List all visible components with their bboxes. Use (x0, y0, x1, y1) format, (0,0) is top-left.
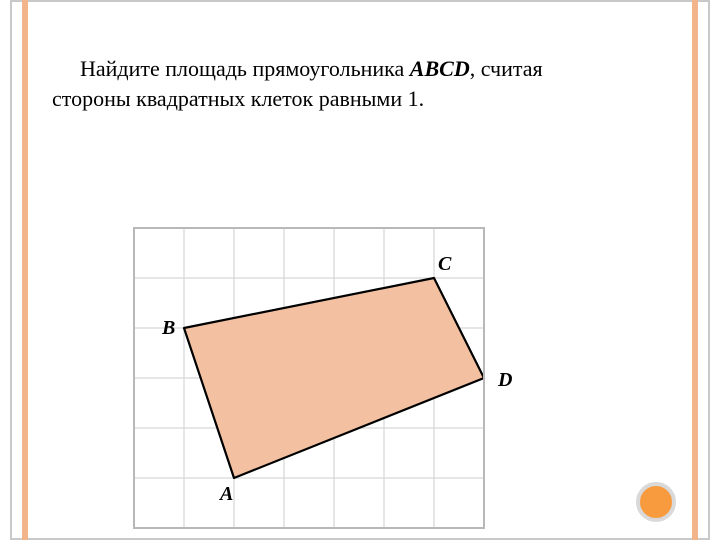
geometry-figure: A B C D (104, 198, 514, 540)
vertex-label-d: D (497, 369, 512, 391)
grid-svg: A B C D (104, 198, 514, 540)
text-part1: Найдите площадь прямоугольника (80, 56, 410, 81)
vertex-label-b: B (161, 317, 175, 339)
vertex-label-c: C (438, 253, 452, 275)
problem-text: Найдите площадь прямоугольника ABCD, счи… (52, 54, 668, 113)
corner-dot-icon (636, 482, 676, 522)
text-part2: , считая (470, 56, 543, 81)
content-area: Найдите площадь прямоугольника ABCD, счи… (52, 54, 668, 113)
text-line2: стороны квадратных клеток равными 1. (52, 86, 424, 111)
vertex-label-a: A (218, 483, 233, 505)
text-abcd: ABCD (410, 56, 470, 81)
